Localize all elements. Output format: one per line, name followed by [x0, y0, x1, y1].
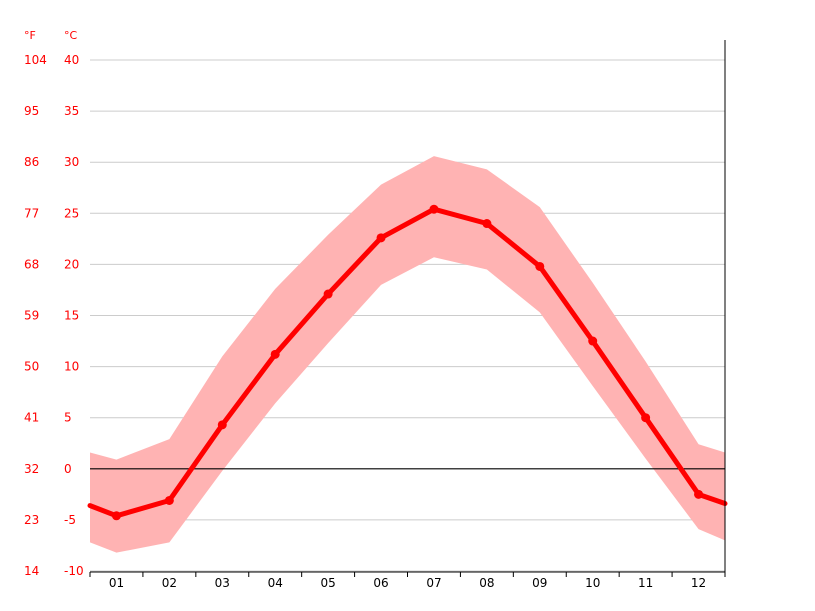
x-tick-label: 01 — [109, 576, 124, 590]
data-point — [482, 219, 492, 229]
x-tick-label: 06 — [373, 576, 388, 590]
y-tick-label-celsius: 35 — [64, 104, 79, 118]
temperature-line — [87, 206, 728, 519]
x-tick-label: 03 — [215, 576, 230, 590]
data-point — [535, 261, 545, 271]
y-tick-label-fahrenheit: 68 — [24, 257, 39, 271]
data-point — [641, 413, 651, 423]
y-tick-label-fahrenheit: 59 — [24, 309, 39, 323]
data-point — [270, 349, 280, 359]
x-tick-label: 12 — [691, 576, 706, 590]
x-tick-label: 04 — [268, 576, 283, 590]
y-tick-label-fahrenheit: 95 — [24, 104, 39, 118]
temperature-series — [87, 204, 728, 521]
data-point — [376, 233, 386, 243]
y-tick-label-celsius: 5 — [64, 411, 72, 425]
y-tick-label-celsius: -5 — [64, 513, 76, 527]
tick-labels: °F °C 4010435953086257720681559105054103… — [24, 29, 706, 590]
x-tick-label: 10 — [585, 576, 600, 590]
y-tick-label-fahrenheit: 86 — [24, 155, 39, 169]
x-tick-label: 08 — [479, 576, 494, 590]
temperature-range-band — [90, 156, 725, 553]
data-point — [694, 489, 704, 499]
data-point — [429, 204, 439, 214]
y-tick-label-celsius: 20 — [64, 257, 79, 271]
y-tick-label-fahrenheit: 23 — [24, 513, 39, 527]
y-tick-label-fahrenheit: 77 — [24, 206, 39, 220]
celsius-unit-label: °C — [64, 29, 78, 42]
y-tick-label-celsius: 40 — [64, 53, 79, 67]
y-tick-label-celsius: 25 — [64, 206, 79, 220]
fahrenheit-unit-label: °F — [24, 29, 36, 42]
x-tick-label: 11 — [638, 576, 653, 590]
y-tick-label-fahrenheit: 50 — [24, 360, 39, 374]
y-tick-label-celsius: 15 — [64, 309, 79, 323]
x-tick-label: 05 — [320, 576, 335, 590]
y-tick-label-celsius: 0 — [64, 462, 72, 476]
x-tick-label: 07 — [426, 576, 441, 590]
axes — [89, 40, 726, 577]
data-point — [217, 420, 227, 430]
data-point — [588, 336, 598, 346]
y-tick-label-fahrenheit: 104 — [24, 53, 47, 67]
y-tick-label-celsius: -10 — [64, 564, 84, 578]
x-tick-label: 09 — [532, 576, 547, 590]
y-tick-label-celsius: 30 — [64, 155, 79, 169]
data-point — [164, 495, 174, 505]
x-tick-label: 02 — [162, 576, 177, 590]
y-tick-label-fahrenheit: 32 — [24, 462, 39, 476]
temperature-range-area — [90, 156, 725, 553]
data-point — [111, 511, 121, 521]
y-tick-label-fahrenheit: 14 — [24, 564, 39, 578]
y-tick-label-celsius: 10 — [64, 360, 79, 374]
y-tick-label-fahrenheit: 41 — [24, 411, 39, 425]
data-point — [323, 289, 333, 299]
